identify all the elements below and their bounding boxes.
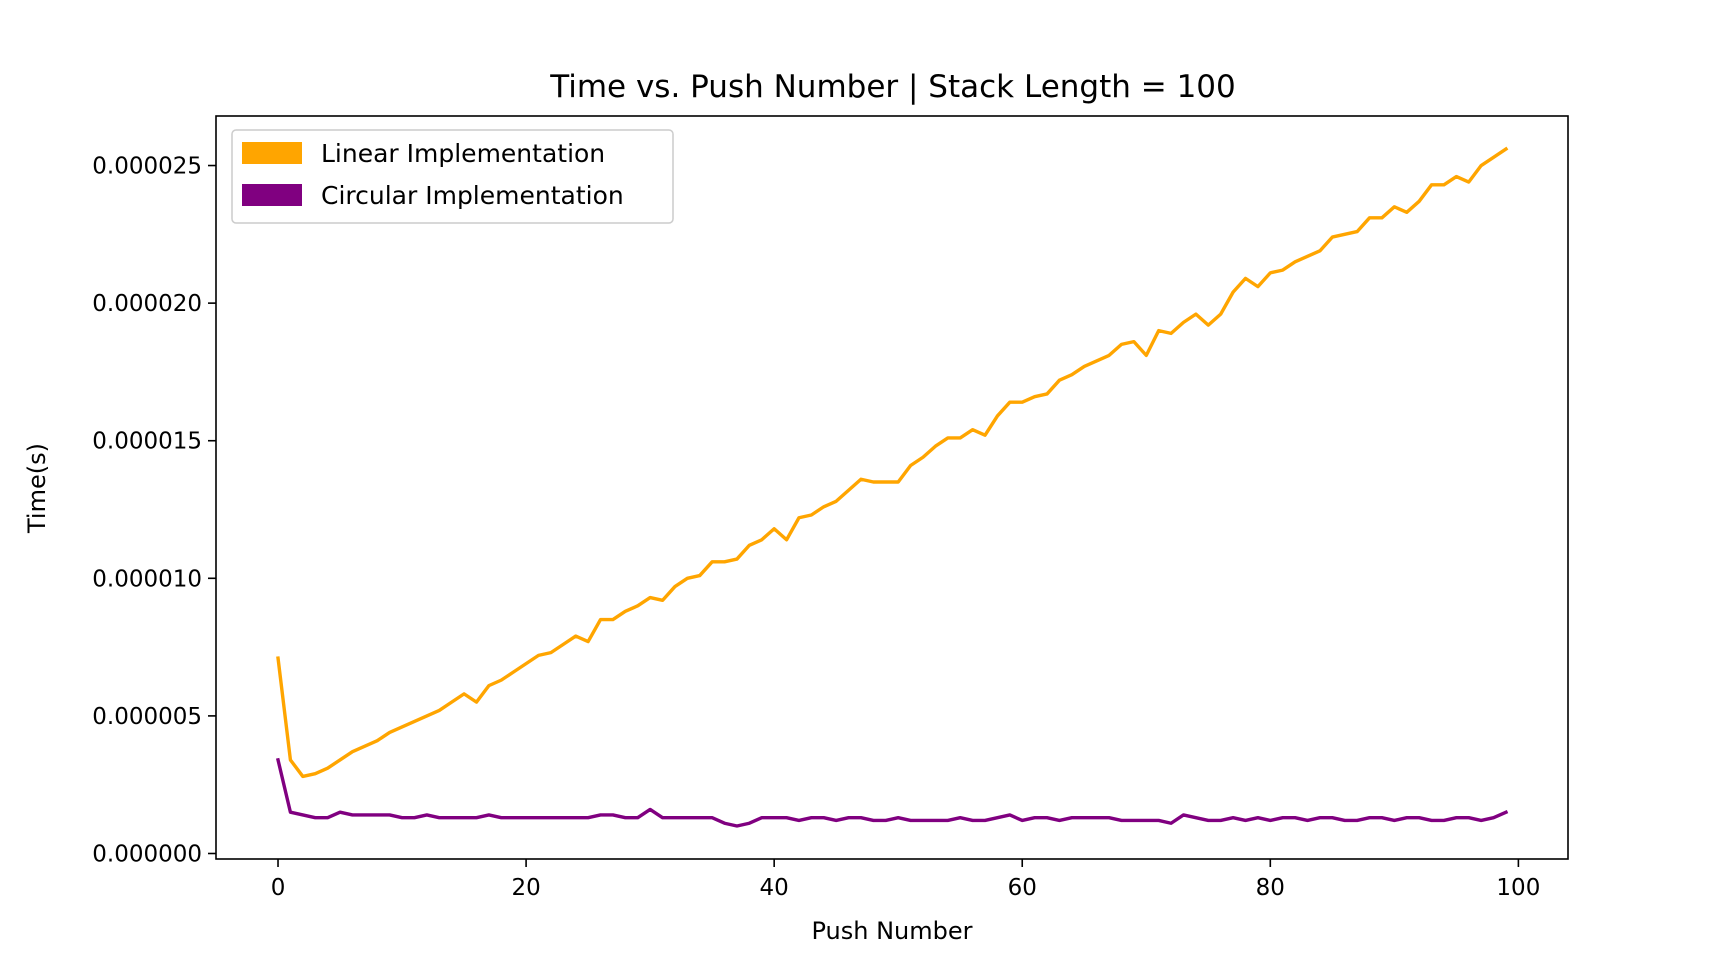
x-tick-label: 0 bbox=[271, 875, 286, 901]
y-tick-label: 0.000000 bbox=[92, 841, 202, 867]
y-axis-label: Time(s) bbox=[23, 443, 51, 534]
x-tick-label: 40 bbox=[760, 875, 789, 901]
x-axis-label: Push Number bbox=[811, 917, 972, 945]
legend-swatch-circular bbox=[242, 184, 302, 206]
y-tick-label: 0.000010 bbox=[92, 566, 202, 592]
x-tick-label: 100 bbox=[1496, 875, 1540, 901]
x-axis: 0 20 40 60 80 100 bbox=[271, 859, 1540, 901]
chart-title: Time vs. Push Number | Stack Length = 10… bbox=[549, 69, 1236, 105]
legend-label-linear: Linear Implementation bbox=[321, 139, 605, 168]
legend: Linear Implementation Circular Implement… bbox=[231, 129, 674, 224]
x-tick-label: 80 bbox=[1256, 875, 1285, 901]
legend-box bbox=[231, 129, 674, 224]
plot-frame bbox=[215, 115, 1569, 860]
x-tick-label: 20 bbox=[511, 875, 540, 901]
y-tick-label: 0.000025 bbox=[92, 154, 202, 180]
x-tick-label: 60 bbox=[1008, 875, 1037, 901]
series-line-linear bbox=[276, 146, 1509, 779]
legend-label-circular: Circular Implementation bbox=[321, 181, 624, 210]
y-tick-label: 0.000020 bbox=[92, 291, 202, 317]
series-layer bbox=[275, 146, 1509, 828]
series-line-circular bbox=[275, 757, 1509, 828]
y-tick-label: 0.000015 bbox=[92, 429, 202, 455]
legend-swatch-linear bbox=[242, 142, 302, 164]
y-axis: 0.000000 0.000005 0.000010 0.000015 0.000020… bbox=[92, 154, 216, 867]
y-tick-label: 0.000005 bbox=[92, 704, 202, 730]
